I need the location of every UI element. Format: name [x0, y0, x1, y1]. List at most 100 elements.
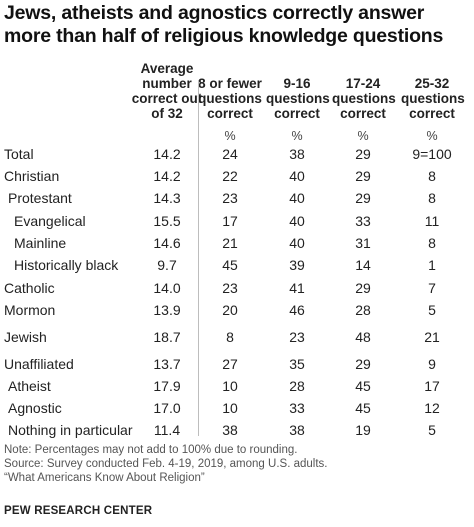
table-row: Nothing in particular 11.4 38 38 19 5: [0, 420, 474, 440]
table-cell-c1: 38: [222, 422, 238, 438]
row-label: Christian: [4, 168, 60, 184]
table-cell-avg: 17.0: [153, 400, 181, 416]
column-divider: [198, 80, 199, 436]
table-cell-avg: 14.6: [153, 235, 181, 251]
column-header-line: correct: [409, 106, 455, 121]
table-cell-c2: 39: [289, 257, 305, 273]
table-row: Evangelical 15.5 17 40 33 11: [0, 211, 474, 231]
table-cell-avg: 11.4: [153, 422, 181, 438]
table-cell-avg: 14.2: [153, 168, 181, 184]
percent-marker: %: [426, 129, 438, 143]
table-cell-c1: 10: [222, 378, 238, 394]
pew-logo-text: PEW RESEARCH CENTER: [4, 505, 153, 517]
table-cell-c1: 10: [222, 400, 238, 416]
table-cell-c2: 23: [289, 329, 305, 345]
table-row: Historically black 9.7 45 39 14 1: [0, 255, 474, 275]
table-row: Protestant 14.3 23 40 29 8: [0, 188, 474, 208]
column-header-line: 9-16: [283, 76, 311, 91]
table-cell-c3: 28: [355, 302, 371, 318]
column-header-line: correct out: [131, 91, 203, 106]
table-cell-avg: 17.9: [153, 378, 181, 394]
table-row: Agnostic 17.0 10 33 45 12: [0, 398, 474, 418]
table-cell-c3: 33: [355, 213, 371, 229]
table-cell-c2: 40: [289, 235, 305, 251]
table-cell-c2: 35: [289, 356, 305, 372]
table-cell-avg: 14.2: [153, 146, 181, 162]
table-cell-c2: 40: [289, 213, 305, 229]
table-cell-c2: 28: [289, 378, 305, 394]
source-text: Source: Survey conducted Feb. 4-19, 2019…: [4, 458, 328, 470]
table-cell-c3: 14: [355, 257, 371, 273]
table-cell-avg: 13.7: [153, 356, 181, 372]
column-header-line: number: [142, 76, 192, 91]
row-label: Jewish: [4, 329, 47, 345]
row-label: Protestant: [8, 190, 72, 206]
table-cell-c2: 33: [289, 400, 305, 416]
table-cell-c1: 23: [222, 190, 238, 206]
percent-marker: %: [291, 129, 303, 143]
column-header-line: correct: [274, 106, 320, 121]
table-cell-c1: 22: [222, 168, 238, 184]
table-cell-c1: 23: [222, 280, 238, 296]
row-label: Total: [4, 146, 34, 162]
column-header-line: questions: [401, 91, 465, 106]
table-cell-avg: 13.9: [153, 302, 181, 318]
row-label: Catholic: [4, 280, 55, 296]
table-cell-c1: 24: [222, 146, 238, 162]
row-label: Evangelical: [14, 213, 86, 229]
table-cell-c4: 9=100: [412, 146, 452, 162]
table-cell-c3: 45: [355, 400, 371, 416]
table-cell-c4: 5: [428, 302, 436, 318]
column-header-line: of 32: [151, 106, 183, 121]
column-header-line: questions: [266, 91, 330, 106]
table-cell-c4: 7: [428, 280, 436, 296]
table-cell-c1: 21: [222, 235, 238, 251]
chart-title: Jews, atheists and agnostics correctly a…: [4, 2, 444, 47]
table-row: Mormon 13.9 20 46 28 5: [0, 300, 474, 320]
column-header-line: questions: [198, 91, 262, 106]
table-cell-avg: 14.3: [153, 190, 181, 206]
table-cell-c4: 8: [428, 190, 436, 206]
table-cell-c3: 48: [355, 329, 371, 345]
column-header-line: correct: [340, 106, 386, 121]
row-label: Mormon: [4, 302, 56, 318]
column-header-line: 17-24: [345, 76, 381, 91]
column-header-c2: 9-16 questions correct: [266, 76, 330, 121]
report-title-text: “What Americans Know About Religion”: [4, 472, 205, 484]
table-row: Unaffiliated 13.7 27 35 29 9: [0, 354, 474, 374]
row-label: Agnostic: [8, 400, 62, 416]
row-label: Mainline: [14, 235, 67, 251]
table-cell-c3: 45: [355, 378, 371, 394]
column-header-c4: 25-32 questions correct: [401, 76, 465, 121]
row-label: Unaffiliated: [4, 356, 74, 372]
row-label: Atheist: [8, 378, 51, 394]
table-cell-avg: 18.7: [153, 329, 181, 345]
table-cell-c4: 8: [428, 168, 436, 184]
table-row: Christian 14.2 22 40 29 8: [0, 166, 474, 186]
table-cell-avg: 14.0: [153, 280, 181, 296]
notes: Note: Percentages may not add to 100% du…: [4, 443, 327, 485]
table-cell-c3: 29: [355, 168, 371, 184]
table-cell-c2: 41: [289, 280, 305, 296]
table-cell-avg: 15.5: [153, 213, 181, 229]
table-cell-c1: 20: [222, 302, 238, 318]
table-cell-c3: 19: [355, 422, 371, 438]
table-cell-c4: 8: [428, 235, 436, 251]
column-header-line: Average: [140, 61, 194, 76]
table-cell-c1: 45: [222, 257, 238, 273]
table-cell-c4: 1: [428, 257, 436, 273]
note-text: Note: Percentages may not add to 100% du…: [4, 444, 298, 456]
table-cell-c1: 17: [222, 213, 238, 229]
table-row: Catholic 14.0 23 41 29 7: [0, 278, 474, 298]
table-cell-c2: 40: [289, 190, 305, 206]
table-cell-c3: 29: [355, 146, 371, 162]
table-cell-c4: 21: [424, 329, 440, 345]
table-cell-c3: 29: [355, 356, 371, 372]
row-label: Historically black: [14, 257, 119, 273]
column-header-avg: Average number correct out of 32: [127, 61, 207, 121]
percent-marker: %: [357, 129, 369, 143]
table-cell-c4: 9: [428, 356, 436, 372]
table-cell-c1: 8: [226, 329, 234, 345]
column-header-line: 25-32: [414, 76, 450, 91]
column-header-line: questions: [332, 91, 396, 106]
